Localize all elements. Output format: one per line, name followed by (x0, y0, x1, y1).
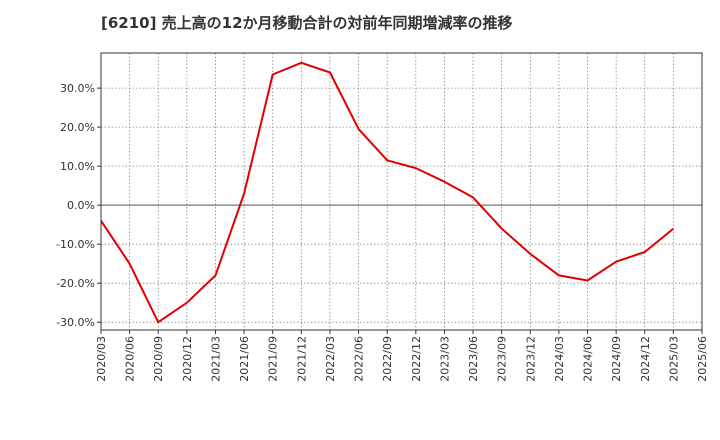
y-axis-ticks: -30.0% -20.0% -10.0% 0.0% 10.0% 20.0% 30.0% (56, 82, 101, 329)
chart-title: [6210] 売上高の12か月移動合計の対前年同期増減率の推移 (101, 14, 513, 32)
plot-border (100, 52, 703, 331)
x-tick-label: 2021/09 (267, 336, 280, 382)
y-tick-label: 30.0% (60, 82, 95, 95)
x-tick-label: 2022/06 (353, 336, 366, 382)
x-tick-label: 2020/06 (124, 336, 137, 382)
x-tick-label: 2024/06 (582, 336, 595, 382)
x-tick-label: 2020/03 (95, 336, 108, 382)
x-axis-ticks: 2020/03 2020/06 2020/09 2020/12 2021/03 2021/… (95, 330, 709, 382)
x-tick-label: 2022/09 (381, 336, 394, 382)
x-tick-label: 2024/09 (610, 336, 623, 382)
x-tick-label: 2022/12 (410, 336, 423, 382)
x-tick-label: 2025/06 (696, 336, 709, 382)
x-tick-label: 2023/09 (496, 336, 509, 382)
x-tick-label: 2021/12 (295, 336, 308, 382)
x-tick-label: 2025/03 (667, 336, 680, 382)
y-tick-label: -10.0% (56, 238, 95, 251)
x-tick-label: 2020/09 (152, 336, 165, 382)
x-tick-label: 2024/03 (553, 336, 566, 382)
x-tick-label: 2023/12 (524, 336, 537, 382)
x-tick-label: 2021/06 (238, 336, 251, 382)
y-tick-label: -30.0% (56, 316, 95, 329)
x-tick-label: 2023/03 (438, 336, 451, 382)
y-tick-label: 0.0% (67, 199, 95, 212)
x-tick-label: 2020/12 (181, 336, 194, 382)
grid-layer (101, 53, 702, 330)
x-tick-label: 2021/03 (209, 336, 222, 382)
y-tick-label: 10.0% (60, 160, 95, 173)
x-tick-label: 2024/12 (639, 336, 652, 382)
x-tick-label: 2023/06 (467, 336, 480, 382)
x-tick-label: 2022/03 (324, 336, 337, 382)
plot-area (101, 53, 702, 330)
y-tick-label: 20.0% (60, 121, 95, 134)
y-tick-label: -20.0% (56, 277, 95, 290)
